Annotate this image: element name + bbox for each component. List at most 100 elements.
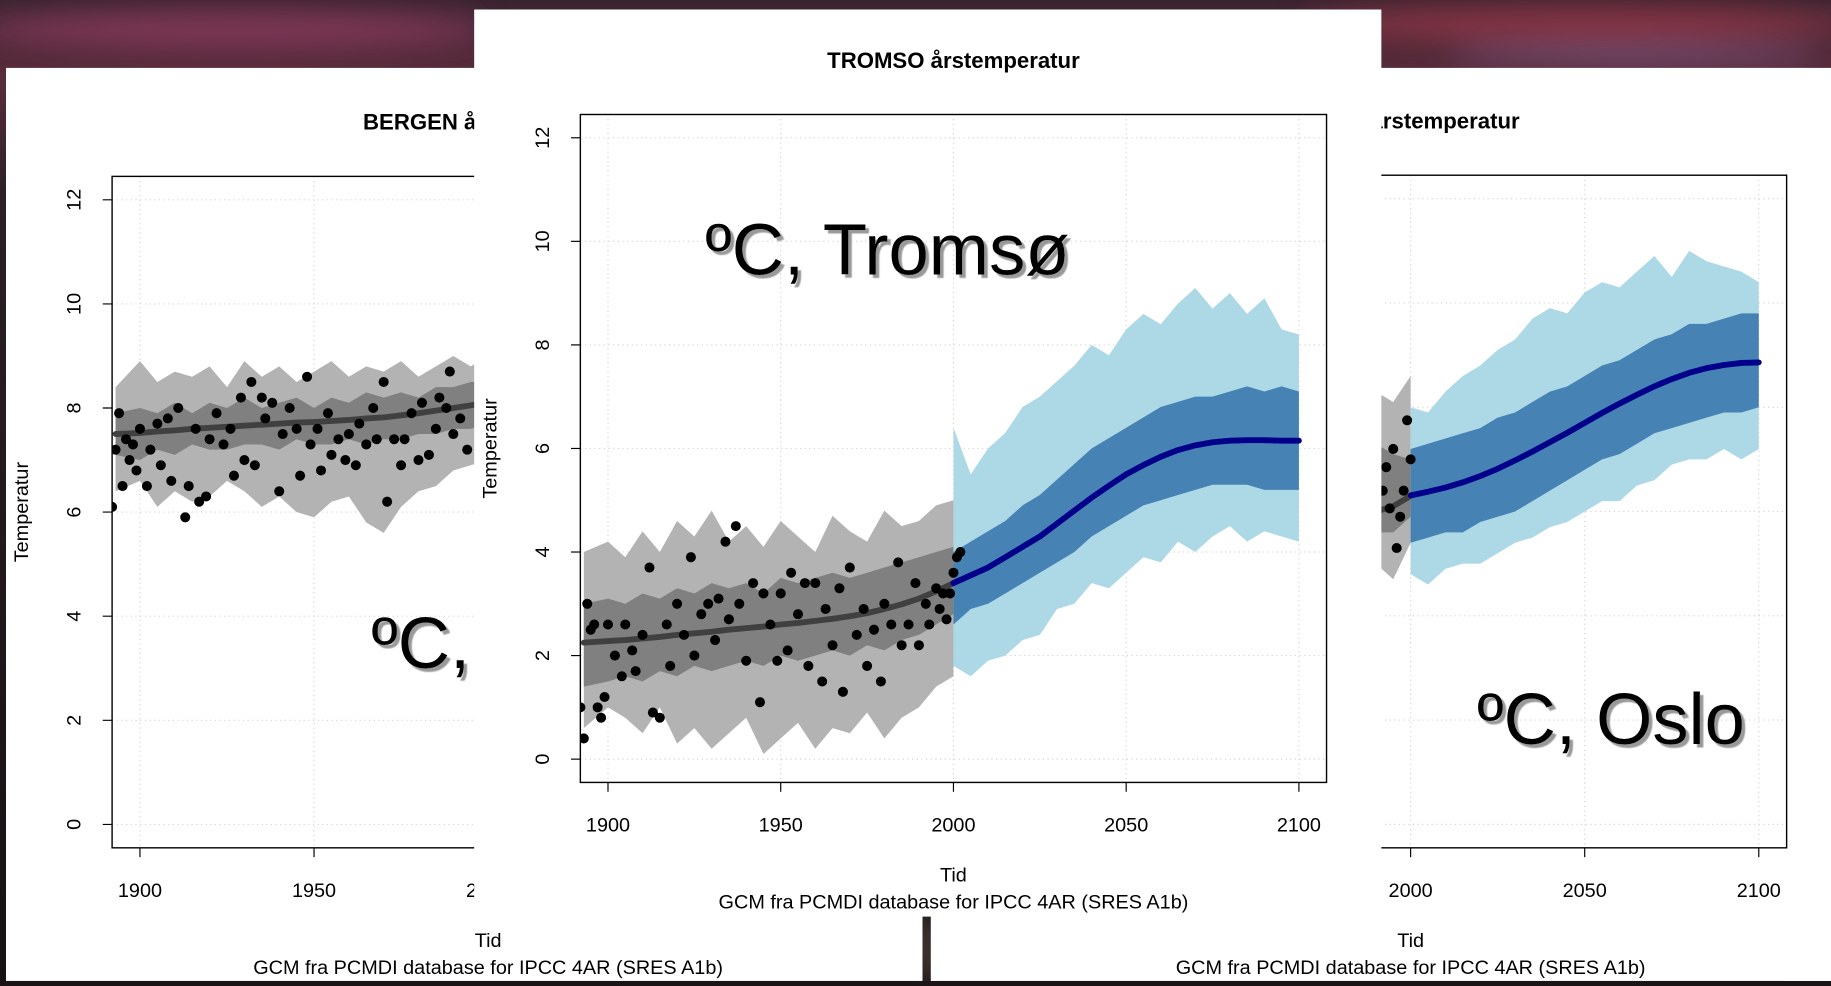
data-point bbox=[931, 583, 942, 594]
data-point bbox=[284, 402, 295, 414]
data-point bbox=[837, 686, 848, 697]
data-point bbox=[703, 598, 714, 609]
y-axis-label: Temperatur bbox=[11, 462, 33, 563]
data-point bbox=[368, 402, 379, 414]
data-point bbox=[596, 712, 607, 723]
data-point bbox=[1398, 485, 1409, 496]
data-point bbox=[444, 366, 455, 377]
data-point bbox=[277, 429, 288, 440]
data-point bbox=[322, 408, 333, 419]
data-point bbox=[879, 598, 890, 609]
data-point bbox=[295, 470, 306, 481]
x-axis-label: Tid bbox=[940, 865, 967, 887]
data-point bbox=[340, 455, 351, 466]
y-tick-label: 10 bbox=[64, 293, 86, 315]
data-point bbox=[696, 609, 707, 620]
data-point bbox=[190, 423, 201, 434]
data-point bbox=[1405, 454, 1416, 465]
data-point bbox=[589, 619, 600, 630]
data-point bbox=[267, 397, 278, 408]
data-point bbox=[582, 598, 593, 609]
data-point bbox=[609, 650, 620, 661]
data-point bbox=[799, 578, 810, 589]
data-point bbox=[868, 624, 880, 635]
data-point bbox=[302, 371, 313, 382]
data-point bbox=[396, 460, 407, 471]
data-point bbox=[834, 583, 845, 594]
x-tick-label: 2000 bbox=[1389, 880, 1433, 902]
data-point bbox=[399, 434, 410, 445]
data-point bbox=[406, 408, 417, 419]
data-point bbox=[580, 702, 586, 713]
data-point bbox=[754, 697, 766, 708]
data-point bbox=[441, 402, 452, 414]
data-point bbox=[862, 660, 873, 671]
annotation: ºC, Tromsø bbox=[705, 209, 1069, 290]
data-point bbox=[180, 512, 191, 523]
data-point bbox=[665, 660, 676, 671]
data-point bbox=[637, 629, 648, 640]
data-point bbox=[162, 413, 173, 424]
data-point bbox=[448, 429, 459, 440]
data-point bbox=[661, 619, 672, 630]
data-point bbox=[602, 619, 614, 630]
data-point bbox=[371, 434, 382, 445]
y-tick-label: 2 bbox=[64, 715, 86, 726]
data-point bbox=[955, 546, 966, 558]
data-point bbox=[941, 614, 952, 625]
data-point bbox=[782, 645, 793, 656]
data-point bbox=[455, 413, 466, 424]
x-tick-label: 1900 bbox=[586, 814, 630, 836]
data-point bbox=[112, 444, 121, 455]
data-point bbox=[827, 640, 838, 651]
data-point bbox=[127, 439, 139, 450]
band bbox=[583, 546, 954, 687]
data-point bbox=[654, 712, 665, 723]
data-point bbox=[117, 481, 128, 492]
data-point bbox=[620, 619, 631, 630]
subtitle: GCM fra PCMDI database for IPCC 4AR (SRE… bbox=[719, 892, 1189, 914]
x-tick-label: 2000 bbox=[931, 814, 975, 836]
trend-line bbox=[1407, 359, 1762, 499]
data-point bbox=[145, 444, 156, 455]
data-point bbox=[599, 691, 610, 703]
x-axis-label: Tid bbox=[1397, 930, 1424, 952]
data-point bbox=[820, 603, 831, 614]
x-tick-label: 2100 bbox=[1277, 814, 1321, 836]
y-tick-label: 12 bbox=[532, 127, 554, 149]
data-point bbox=[792, 609, 804, 620]
data-point bbox=[672, 598, 683, 609]
data-point bbox=[730, 521, 741, 532]
data-point bbox=[152, 418, 163, 429]
data-point bbox=[173, 402, 184, 414]
annotation: ºC, Oslo bbox=[1477, 679, 1745, 760]
data-point bbox=[948, 567, 959, 578]
data-point bbox=[803, 660, 814, 671]
y-tick-label: 6 bbox=[532, 443, 554, 454]
data-point bbox=[361, 439, 372, 450]
data-point bbox=[1384, 503, 1395, 514]
data-point bbox=[291, 423, 302, 434]
band bbox=[953, 386, 1299, 625]
data-point bbox=[423, 449, 434, 460]
data-point bbox=[644, 562, 655, 573]
data-point bbox=[413, 455, 424, 466]
trend-line bbox=[950, 437, 1302, 587]
data-point bbox=[434, 392, 445, 403]
data-point bbox=[689, 650, 700, 661]
data-point bbox=[235, 392, 246, 403]
data-point bbox=[141, 481, 152, 492]
data-point bbox=[211, 408, 222, 419]
data-point bbox=[312, 423, 323, 434]
data-point bbox=[1391, 542, 1402, 554]
plot-area bbox=[1372, 250, 1762, 585]
data-point bbox=[810, 578, 821, 589]
data-point bbox=[121, 434, 132, 445]
data-point bbox=[112, 501, 118, 512]
data-point bbox=[201, 491, 212, 502]
y-tick-label: 8 bbox=[64, 402, 86, 413]
data-point bbox=[630, 666, 641, 677]
data-point bbox=[910, 578, 921, 589]
data-point bbox=[246, 376, 257, 387]
data-point bbox=[416, 397, 427, 408]
